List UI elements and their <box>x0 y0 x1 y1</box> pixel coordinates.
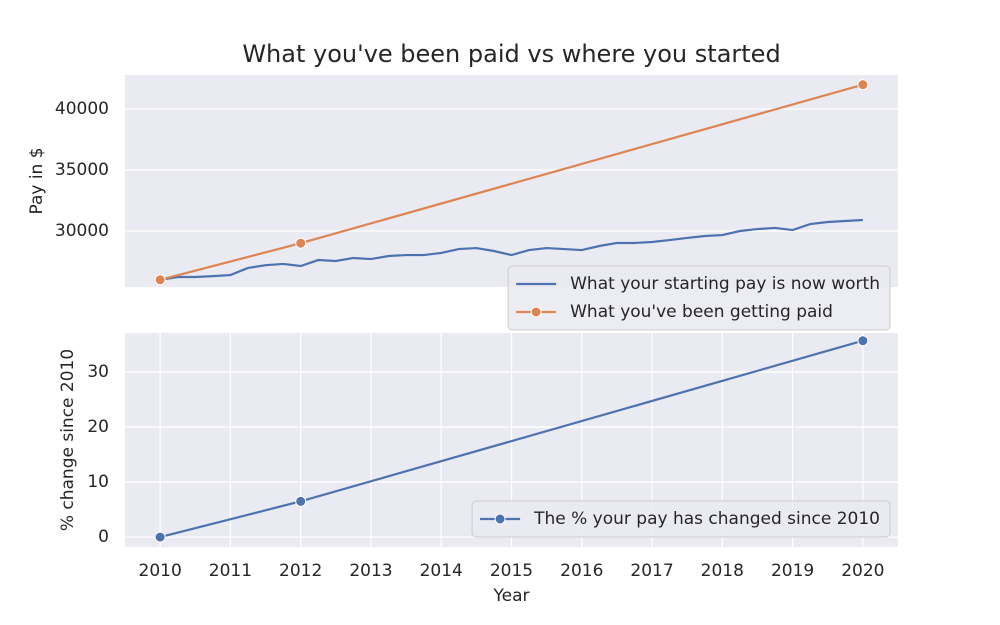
point-marker <box>154 531 166 543</box>
point-marker <box>154 274 166 286</box>
y-tick-label: 35000 <box>55 160 109 180</box>
series-line <box>159 218 863 281</box>
x-tick-label: 2011 <box>209 561 252 581</box>
legend-box <box>471 500 891 538</box>
chart-title: What you've been paid vs where you start… <box>242 40 780 68</box>
legend-marker <box>494 513 506 525</box>
x-tick-label: 2015 <box>490 561 533 581</box>
y-tick-label: 40000 <box>55 99 109 119</box>
legend-marker <box>530 306 542 318</box>
y-tick-label: 0 <box>98 527 109 547</box>
y-axis-label: % change since 2010 <box>58 349 78 531</box>
x-axis-label: Year <box>493 586 530 606</box>
legend: The % your pay has changed since 2010 <box>471 500 891 538</box>
y-axis-label: Pay in $ <box>27 147 47 214</box>
point-marker <box>857 79 869 91</box>
x-tick-label: 2019 <box>771 561 814 581</box>
x-tick-label: 2018 <box>701 561 744 581</box>
x-tick-label: 2013 <box>349 561 392 581</box>
legend-label: What your starting pay is now worth <box>570 274 880 294</box>
point-marker <box>857 335 869 347</box>
y-tick-label: 20 <box>87 417 109 437</box>
legend: What your starting pay is now worth What … <box>507 265 891 331</box>
x-tick-label: 2014 <box>420 561 463 581</box>
x-tick-label: 2010 <box>139 561 182 581</box>
x-tick-label: 2016 <box>560 561 603 581</box>
point-marker <box>295 237 307 249</box>
x-tick-label: 2017 <box>630 561 673 581</box>
point-marker <box>295 495 307 507</box>
legend-label: The % your pay has changed since 2010 <box>533 509 880 529</box>
x-tick-label: 2020 <box>841 561 884 581</box>
x-tick-label: 2012 <box>279 561 322 581</box>
y-tick-label: 10 <box>87 472 109 492</box>
y-tick-label: 30 <box>87 362 109 382</box>
legend-box <box>507 265 891 331</box>
y-tick-label: 30000 <box>55 221 109 241</box>
legend-label: What you've been getting paid <box>570 302 833 322</box>
